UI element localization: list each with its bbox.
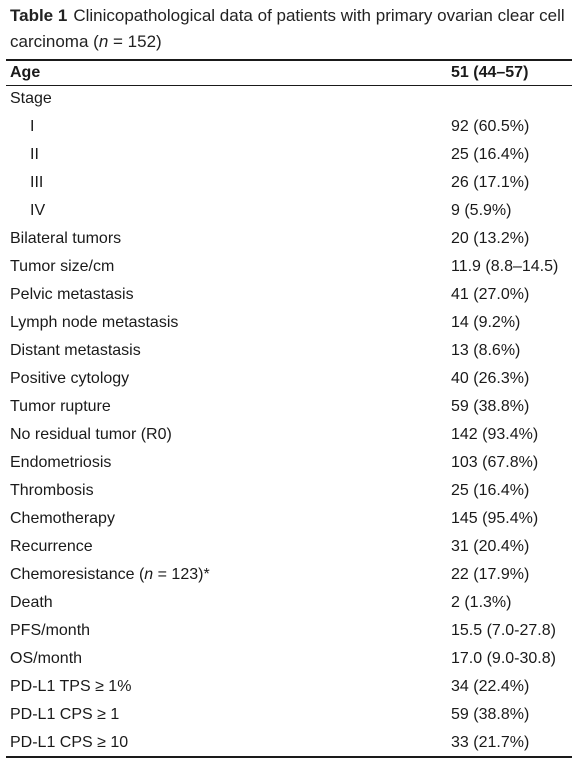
table-row-pelvic-metastasis: Pelvic metastasis 41 (27.0%) (0, 281, 579, 309)
row-label: Chemotherapy (10, 510, 115, 527)
table-row-os: OS/month 17.0 (9.0-30.8) (0, 645, 579, 673)
table-row-no-residual-tumor: No residual tumor (R0) 142 (93.4%) (0, 421, 579, 449)
row-value: 20 (13.2%) (451, 230, 530, 247)
table-row-lymph-node-metastasis: Lymph node metastasis 14 (9.2%) (0, 309, 579, 337)
row-value: 2 (1.3%) (451, 594, 512, 611)
row-value: 34 (22.4%) (451, 678, 530, 695)
row-value: 22 (17.9%) (451, 566, 530, 583)
table-row-stage: Stage (0, 85, 579, 113)
row-value: 33 (21.7%) (451, 734, 530, 751)
table-caption-label: Table 1 (10, 6, 68, 25)
row-label: Thrombosis (10, 482, 94, 499)
row-value: 40 (26.3%) (451, 370, 530, 387)
table-row-stage-ii: II 25 (16.4%) (0, 141, 579, 169)
table-row-thrombosis: Thrombosis 25 (16.4%) (0, 477, 579, 505)
table-row-stage-iv: IV 9 (5.9%) (0, 197, 579, 225)
row-label: IV (30, 202, 46, 219)
row-label: PFS/month (10, 622, 91, 639)
row-label: Positive cytology (10, 370, 130, 387)
table-header-rule (6, 85, 572, 86)
row-value: 13 (8.6%) (451, 342, 521, 359)
table-row-distant-metastasis: Distant metastasis 13 (8.6%) (0, 337, 579, 365)
table-top-rule (6, 59, 572, 61)
row-value: 41 (27.0%) (451, 286, 530, 303)
table-row-chemoresistance: Chemoresistance (n = 123)* 22 (17.9%) (0, 561, 579, 589)
row-label: OS/month (10, 650, 83, 667)
row-label: PD-L1 TPS ≥ 1% (10, 678, 132, 695)
row-label: Pelvic metastasis (10, 286, 134, 303)
table-row-tumor-rupture: Tumor rupture 59 (38.8%) (0, 393, 579, 421)
row-value: 9 (5.9%) (451, 202, 512, 219)
row-label: Tumor rupture (10, 398, 111, 415)
table-caption-count: = 152) (108, 32, 162, 51)
row-value: 103 (67.8%) (451, 454, 539, 471)
row-value: 31 (20.4%) (451, 538, 530, 555)
row-label: Recurrence (10, 538, 93, 555)
row-value: 59 (38.8%) (451, 398, 530, 415)
row-label: I (30, 118, 35, 135)
table-caption: Table 1 Clinicopathological data of patie… (10, 3, 565, 55)
row-label: Distant metastasis (10, 342, 141, 359)
row-value: 25 (16.4%) (451, 482, 530, 499)
row-label: III (30, 174, 44, 191)
row-label: Bilateral tumors (10, 230, 122, 247)
header-age-label: Age (10, 64, 41, 81)
row-value: 15.5 (7.0-27.8) (451, 622, 556, 639)
row-value: 145 (95.4%) (451, 510, 539, 527)
row-value: 92 (60.5%) (451, 118, 530, 135)
table-bottom-rule (6, 756, 572, 758)
table-row-death: Death 2 (1.3%) (0, 589, 579, 617)
table-row-positive-cytology: Positive cytology 40 (26.3%) (0, 365, 579, 393)
table-row-pdl1-tps-1: PD-L1 TPS ≥ 1% 34 (22.4%) (0, 673, 579, 701)
table-row-stage-iii: III 26 (17.1%) (0, 169, 579, 197)
row-label: Chemoresistance (n = 123)* (10, 566, 210, 583)
table-row-chemotherapy: Chemotherapy 145 (95.4%) (0, 505, 579, 533)
row-label: II (30, 146, 39, 163)
header-age-value: 51 (44–57) (451, 64, 529, 81)
row-label: Tumor size/cm (10, 258, 115, 275)
row-value: 59 (38.8%) (451, 706, 530, 723)
table-header-row: Age 51 (44–57) (0, 61, 579, 85)
row-value: 25 (16.4%) (451, 146, 530, 163)
row-label: Lymph node metastasis (10, 314, 179, 331)
table-row-pfs: PFS/month 15.5 (7.0-27.8) (0, 617, 579, 645)
row-label: Stage (10, 90, 52, 107)
table-row-endometriosis: Endometriosis 103 (67.8%) (0, 449, 579, 477)
table-row-bilateral-tumors: Bilateral tumors 20 (13.2%) (0, 225, 579, 253)
table-row-stage-i: I 92 (60.5%) (0, 113, 579, 141)
row-label: No residual tumor (R0) (10, 426, 172, 443)
table-row-tumor-size: Tumor size/cm 11.9 (8.8–14.5) (0, 253, 579, 281)
table-caption-text: Clinicopathological data of patients wit… (10, 6, 565, 51)
row-label: Endometriosis (10, 454, 112, 471)
row-value: 26 (17.1%) (451, 174, 530, 191)
table-body: Stage I 92 (60.5%) II 25 (16.4%) III 26 … (0, 85, 579, 757)
row-label: Death (10, 594, 53, 611)
row-value: 11.9 (8.8–14.5) (451, 258, 559, 275)
table-row-pdl1-cps-10: PD-L1 CPS ≥ 10 33 (21.7%) (0, 729, 579, 757)
row-label: PD-L1 CPS ≥ 10 (10, 734, 129, 751)
row-label: PD-L1 CPS ≥ 1 (10, 706, 120, 723)
row-value: 14 (9.2%) (451, 314, 521, 331)
table-caption-n: n (98, 32, 109, 51)
table-row-pdl1-cps-1: PD-L1 CPS ≥ 1 59 (38.8%) (0, 701, 579, 729)
table-row-recurrence: Recurrence 31 (20.4%) (0, 533, 579, 561)
row-value: 142 (93.4%) (451, 426, 539, 443)
row-value: 17.0 (9.0-30.8) (451, 650, 556, 667)
